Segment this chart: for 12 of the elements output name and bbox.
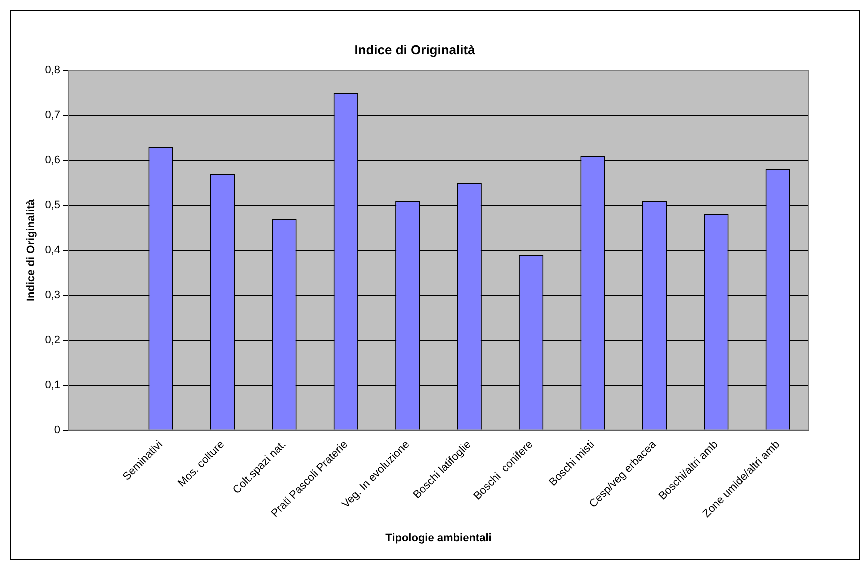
y-tick-label: 0,2 xyxy=(45,334,60,346)
y-tick-label: 0,7 xyxy=(45,110,60,122)
y-tick-label: 0,8 xyxy=(45,64,60,77)
chart-title: Indice di Originalità xyxy=(354,42,476,58)
y-tick-label: 0,1 xyxy=(45,379,60,392)
y-tick-label: 0,6 xyxy=(45,154,60,167)
y-tick-label: 0 xyxy=(54,424,60,436)
x-axis-title: Tipologie ambientali xyxy=(386,532,492,544)
y-axis-title: Indice di Originalità xyxy=(26,198,38,302)
y-tick-label: 0,3 xyxy=(45,290,60,302)
y-tick-label: 0,4 xyxy=(45,244,60,257)
y-tick-label: 0,5 xyxy=(45,200,60,212)
